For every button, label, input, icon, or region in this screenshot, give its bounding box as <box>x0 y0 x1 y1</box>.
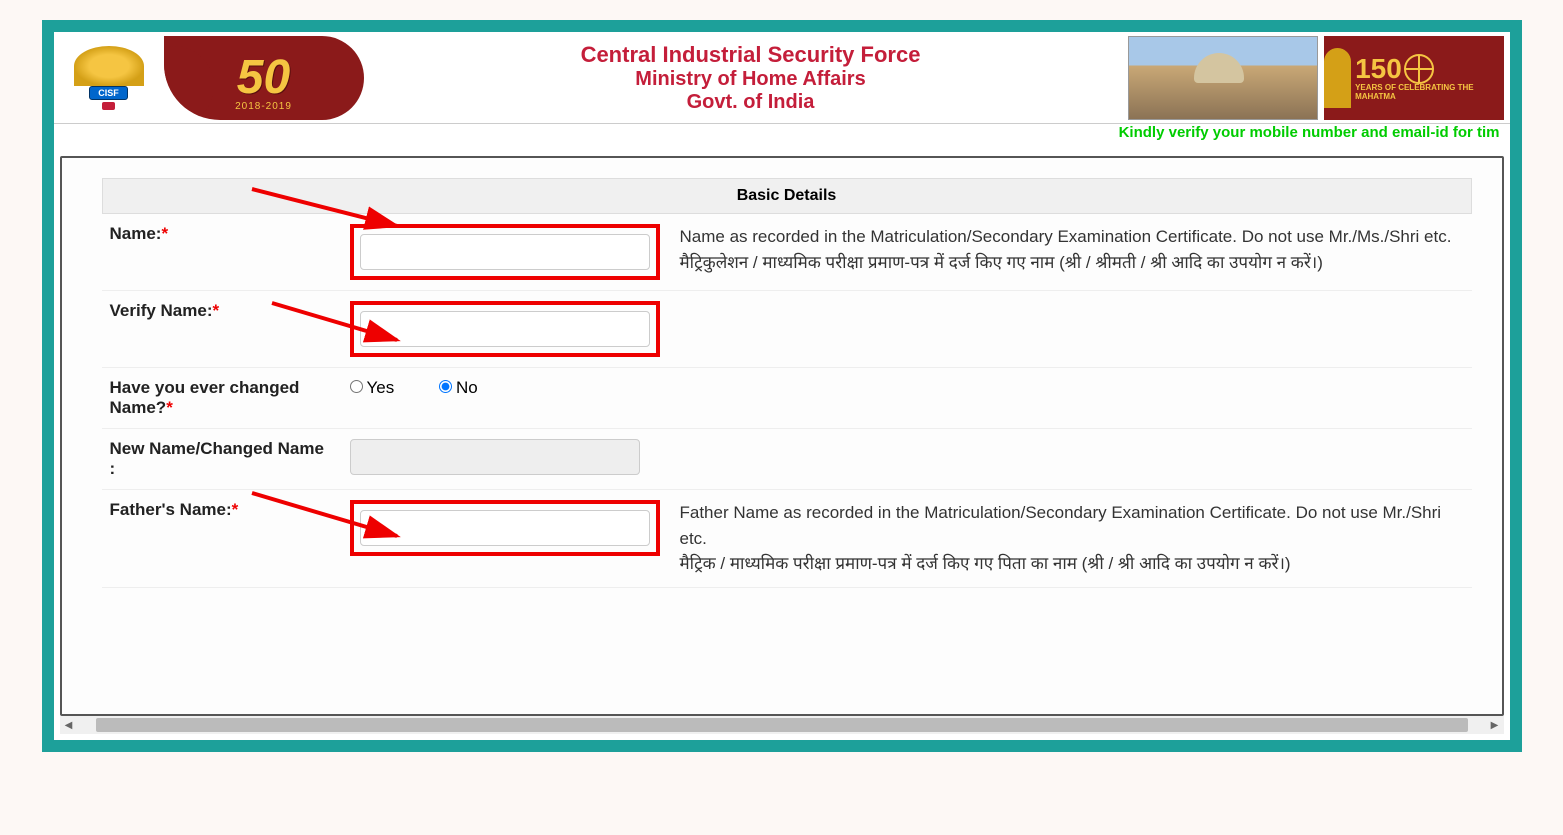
father-name-help-hi: मैट्रिक / माध्यमिक परीक्षा प्रमाण-पत्र म… <box>680 551 1464 577</box>
row-new-name: New Name/Changed Name : <box>102 429 1472 490</box>
highlight-box <box>350 224 660 280</box>
title-line-3: Govt. of India <box>687 91 815 114</box>
required-marker: * <box>166 398 173 417</box>
father-name-help-en: Father Name as recorded in the Matricula… <box>680 500 1464 551</box>
notification-ticker: Kindly verify your mobile number and ema… <box>54 124 1510 146</box>
horizontal-scrollbar[interactable]: ◀ ▶ <box>60 716 1504 734</box>
banner-title: Central Industrial Security Force Minist… <box>374 32 1128 123</box>
ticker-message: Kindly verify your mobile number and ema… <box>1119 124 1500 141</box>
section-header: Basic Details <box>102 178 1472 214</box>
name-help-en: Name as recorded in the Matriculation/Se… <box>680 224 1464 250</box>
cisf-label: CISF <box>89 86 128 100</box>
cisf-ribbon <box>102 102 116 110</box>
new-name-input <box>350 439 640 475</box>
radio-no-label[interactable]: No <box>439 378 478 397</box>
father-name-label: Father's Name: <box>110 500 232 519</box>
mahatma-badge: 150 YEARS OF CELEBRATING THE MAHATMA <box>1324 36 1504 120</box>
radio-no[interactable] <box>439 380 452 393</box>
title-line-1: Central Industrial Security Force <box>581 42 921 68</box>
title-line-2: Ministry of Home Affairs <box>635 68 865 91</box>
scrollbar-thumb[interactable] <box>96 718 1468 732</box>
radio-yes[interactable] <box>350 380 363 393</box>
gandhi-figure-icon <box>1324 48 1352 108</box>
new-name-label: New Name/Changed Name : <box>110 439 324 478</box>
banner-left: CISF 50 2018-2019 <box>54 32 374 123</box>
mahatma-text: YEARS OF CELEBRATING THE MAHATMA <box>1355 84 1503 102</box>
name-input[interactable] <box>360 234 650 270</box>
fifty-years-badge: 50 2018-2019 <box>164 36 364 120</box>
building-photo <box>1128 36 1318 120</box>
verify-name-label: Verify Name: <box>110 301 213 320</box>
radio-yes-label[interactable]: Yes <box>350 378 395 397</box>
changed-name-radio-group: Yes No <box>350 378 518 397</box>
scroll-left-icon[interactable]: ◀ <box>60 720 78 731</box>
banner-right: 150 YEARS OF CELEBRATING THE MAHATMA <box>1128 32 1510 123</box>
cisf-emblem-icon: CISF <box>64 36 154 120</box>
fifty-number: 50 <box>237 50 290 105</box>
required-marker: * <box>232 500 239 519</box>
main-frame: CISF 50 2018-2019 Central Industrial Sec… <box>42 20 1522 752</box>
name-help-hi: मैट्रिकुलेशन / माध्यमिक परीक्षा प्रमाण-प… <box>680 250 1464 276</box>
content-area: Basic Details Name:* Name as recorded i <box>54 146 1510 740</box>
required-marker: * <box>213 301 220 320</box>
charkha-wheel-icon <box>1404 54 1434 84</box>
verify-name-input[interactable] <box>360 311 650 347</box>
row-father-name: Father's Name:* Father Name as recorded … <box>102 490 1472 588</box>
row-name: Name:* Name as recorded in the Matricula… <box>102 214 1472 291</box>
scroll-right-icon[interactable]: ▶ <box>1486 720 1504 731</box>
name-label: Name: <box>110 224 162 243</box>
highlight-box <box>350 301 660 357</box>
highlight-box <box>350 500 660 556</box>
required-marker: * <box>161 224 168 243</box>
father-name-input[interactable] <box>360 510 650 546</box>
form-inner: Basic Details Name:* Name as recorded i <box>62 158 1502 608</box>
row-changed-name: Have you ever changed Name?* Yes No <box>102 368 1472 429</box>
form-scroll-container[interactable]: Basic Details Name:* Name as recorded i <box>60 156 1504 716</box>
onefifty-number: 150 <box>1355 55 1402 83</box>
row-verify-name: Verify Name:* <box>102 291 1472 368</box>
changed-name-label: Have you ever changed Name? <box>110 378 300 417</box>
form-table: Name:* Name as recorded in the Matricula… <box>102 214 1472 588</box>
header-banner: CISF 50 2018-2019 Central Industrial Sec… <box>54 32 1510 124</box>
